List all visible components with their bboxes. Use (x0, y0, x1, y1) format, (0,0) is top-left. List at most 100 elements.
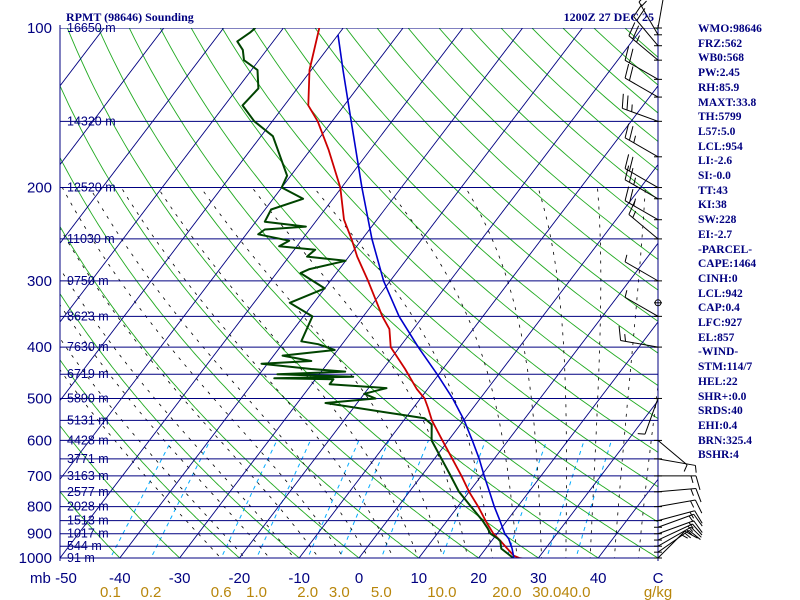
moist-adiabat-line (120, 187, 394, 558)
moist-adiabat-line (589, 187, 602, 558)
moist-adiabat-line (465, 187, 542, 558)
index-item: EI:-2.7 (698, 228, 733, 241)
pressure-tick-label: 1000 (19, 550, 52, 567)
wind-barb (654, 299, 662, 307)
dry-adiabat-line (66, 28, 540, 558)
dry-adiabat-line (60, 490, 121, 558)
wind-barb (638, 0, 662, 36)
index-item: TH:5799 (698, 111, 742, 124)
isotherm-line (358, 163, 658, 558)
index-item: WB0:568 (698, 52, 744, 65)
isotherm-line (60, 28, 284, 323)
height-label: 11030 m (67, 232, 115, 246)
index-item: SRDS:40 (698, 405, 743, 418)
wind-barb (654, 458, 697, 473)
height-label: 6719 m (67, 367, 109, 381)
mixing-ratio-lines (109, 440, 612, 558)
isobar-lines (60, 28, 658, 558)
wind-barb (624, 165, 662, 200)
wind-barb (624, 254, 662, 282)
height-label: 5890 m (67, 391, 109, 405)
height-label: 1017 m (67, 527, 109, 541)
index-item: CAPE:1464 (698, 258, 757, 271)
wind-barb (654, 0, 664, 29)
dry-adiabat-line (60, 359, 241, 558)
mixing-ratio-label: 1.0 (246, 584, 267, 600)
wind-barb (654, 526, 702, 547)
moist-adiabat-line (313, 187, 493, 558)
isotherm-line (60, 28, 165, 166)
dry-adiabat-line (0, 16, 10, 569)
height-label: 2577 m (67, 485, 109, 499)
mixing-ratio-line (380, 440, 429, 558)
isotherm-line (60, 28, 404, 481)
pressure-tick-label: 900 (27, 526, 52, 543)
temperature-tick-label: -50 (55, 570, 77, 587)
isotherm-line (60, 28, 225, 245)
temperature-tick-label: 10 (410, 570, 427, 587)
wind-barb (624, 186, 662, 221)
index-item: LCL:942 (698, 287, 743, 300)
wind-barb (628, 22, 662, 61)
height-label: 9750 m (67, 274, 109, 288)
index-item: RH:85.9 (698, 81, 740, 94)
mixing-ratio-label: 3.0 (329, 584, 350, 600)
wind-barbs (618, 0, 703, 559)
wind-barb (637, 397, 662, 435)
temperature-tick-label: 40 (590, 570, 607, 587)
index-item: CAP:0.4 (698, 302, 740, 315)
sounding-series (236, 28, 527, 558)
temperature-tick-label: 0 (355, 570, 363, 587)
index-item: LCL:954 (698, 140, 743, 153)
pressure-tick-label: 600 (27, 432, 52, 449)
index-item: PW:2.45 (698, 67, 740, 80)
pressure-tick-label: 400 (27, 339, 52, 356)
pressure-unit: mb (30, 570, 51, 587)
dry-adiabat-line (221, 28, 658, 453)
height-label: 544 m (67, 539, 102, 553)
moist-adiabat-line (613, 187, 646, 558)
height-label: 7630 m (67, 340, 109, 354)
index-item: SI:-0.0 (698, 170, 731, 183)
wind-barb (624, 290, 662, 317)
pressure-tick-label: 100 (27, 20, 52, 37)
temperature-tick-label: -30 (169, 570, 191, 587)
dry-adiabat-line (128, 28, 658, 558)
chart-axes (59, 25, 659, 561)
dry-adiabat-line (60, 156, 420, 558)
height-label: 4428 m (67, 433, 109, 447)
isotherm-lines (0, 4, 658, 569)
index-item: FRZ:562 (698, 37, 743, 50)
moist-adiabat-line (89, 187, 369, 558)
index-item: LFC:927 (698, 317, 743, 330)
index-item: EL:857 (698, 331, 735, 344)
mixing-ratio-label: 5.0 (371, 584, 392, 600)
dry-adiabat-line (60, 84, 480, 558)
pressure-tick-label: 500 (27, 390, 52, 407)
wind-barb (654, 510, 703, 524)
index-item: BRN:325.4 (698, 434, 752, 447)
mixing-ratio-line (256, 440, 311, 558)
mixing-ratio-line (506, 440, 548, 558)
index-item: HEL:22 (698, 375, 738, 388)
temperature-line (307, 28, 527, 558)
height-label: 8623 m (67, 309, 109, 323)
isotherm-line (0, 4, 3, 569)
wind-barb (654, 523, 703, 541)
mixing-ratio-label: 0.1 (100, 584, 121, 600)
moist-adiabat-line (200, 187, 444, 558)
index-item: SW:228 (698, 214, 737, 227)
mixing-ratio-line (220, 440, 278, 558)
isotherm-line (537, 399, 658, 558)
pressure-tick-label: 700 (27, 468, 52, 485)
wind-barb (624, 123, 662, 158)
mixing-ratio-label: 2.0 (297, 584, 318, 600)
index-item: WMO:98646 (698, 23, 762, 35)
moist-adiabat-line (537, 187, 567, 558)
moist-adiabat-line (60, 369, 222, 558)
height-label: 3163 m (67, 469, 109, 483)
pressure-tick-label: 200 (27, 180, 52, 197)
index-item: CINH:0 (698, 272, 738, 285)
temperature-tick-label: -20 (229, 570, 251, 587)
